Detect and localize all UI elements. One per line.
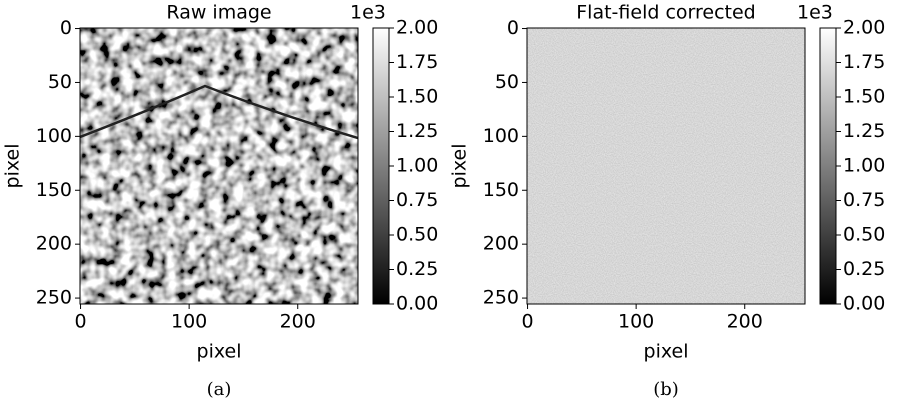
colorbar-tick-label: 0.75 — [396, 189, 438, 211]
colorbar-tick-label: 1.75 — [396, 51, 438, 73]
colorbar-tick-label: 1.75 — [843, 51, 885, 73]
axes-frame — [79, 27, 359, 305]
y-tick-label: 50 — [48, 71, 72, 93]
x-axis-label: pixel — [197, 341, 242, 363]
axes-frame — [526, 27, 806, 305]
y-tick-label: 250 — [36, 287, 72, 309]
x-tick-label: 0 — [521, 311, 533, 333]
colorbar-tick-label: 1.00 — [843, 155, 885, 177]
x-tick-label: 100 — [618, 311, 654, 333]
colorbar-offset-label: 1e3 — [350, 2, 386, 24]
colorbar-tick-label: 0.75 — [843, 189, 885, 211]
y-tick-label: 150 — [36, 179, 72, 201]
colorbar-tick-label: 2.00 — [843, 17, 885, 39]
y-tick-label: 0 — [507, 17, 519, 39]
y-tick-label: 100 — [483, 125, 519, 147]
y-tick-label: 50 — [495, 71, 519, 93]
colorbar-tick-label: 0.25 — [396, 258, 438, 280]
colorbar-tick-label: 1.25 — [843, 120, 885, 142]
x-axis-label: pixel — [644, 341, 689, 363]
colorbar-tick-label: 1.00 — [396, 155, 438, 177]
crack — [80, 84, 358, 140]
colorbar — [372, 27, 390, 305]
colorbar-tick-label: 1.25 — [396, 120, 438, 142]
y-tick-label: 200 — [483, 233, 519, 255]
corrected-image — [527, 28, 805, 304]
colorbar-tick-label: 0.00 — [396, 293, 438, 315]
colorbar-offset-label: 1e3 — [797, 2, 833, 24]
y-tick-label: 150 — [483, 179, 519, 201]
caption: (b) — [653, 379, 679, 400]
colorbar-tick-label: 0.25 — [843, 258, 885, 280]
colorbar — [819, 27, 837, 305]
panel-title: Flat-field corrected — [576, 2, 755, 24]
y-tick-label: 0 — [60, 17, 72, 39]
x-tick-label: 200 — [727, 311, 763, 333]
colorbar-tick-label: 1.50 — [843, 86, 885, 108]
y-tick-label: 100 — [36, 125, 72, 147]
y-axis-label: pixel — [2, 144, 24, 189]
x-tick-label: 200 — [280, 311, 316, 333]
colorbar-tick-label: 0.50 — [396, 224, 438, 246]
raw-image — [80, 28, 358, 304]
colorbar-tick-label: 1.50 — [396, 86, 438, 108]
colorbar-tick-label: 2.00 — [396, 17, 438, 39]
colorbar-tick-label: 0.50 — [843, 224, 885, 246]
x-tick-label: 100 — [171, 311, 207, 333]
image-features — [80, 84, 358, 140]
x-tick-label: 0 — [74, 311, 86, 333]
y-axis-label: pixel — [449, 144, 471, 189]
panel-title: Raw image — [166, 2, 271, 24]
colorbar-tick-label: 0.00 — [843, 293, 885, 315]
y-tick-label: 250 — [483, 287, 519, 309]
y-tick-label: 200 — [36, 233, 72, 255]
caption: (a) — [207, 379, 232, 400]
